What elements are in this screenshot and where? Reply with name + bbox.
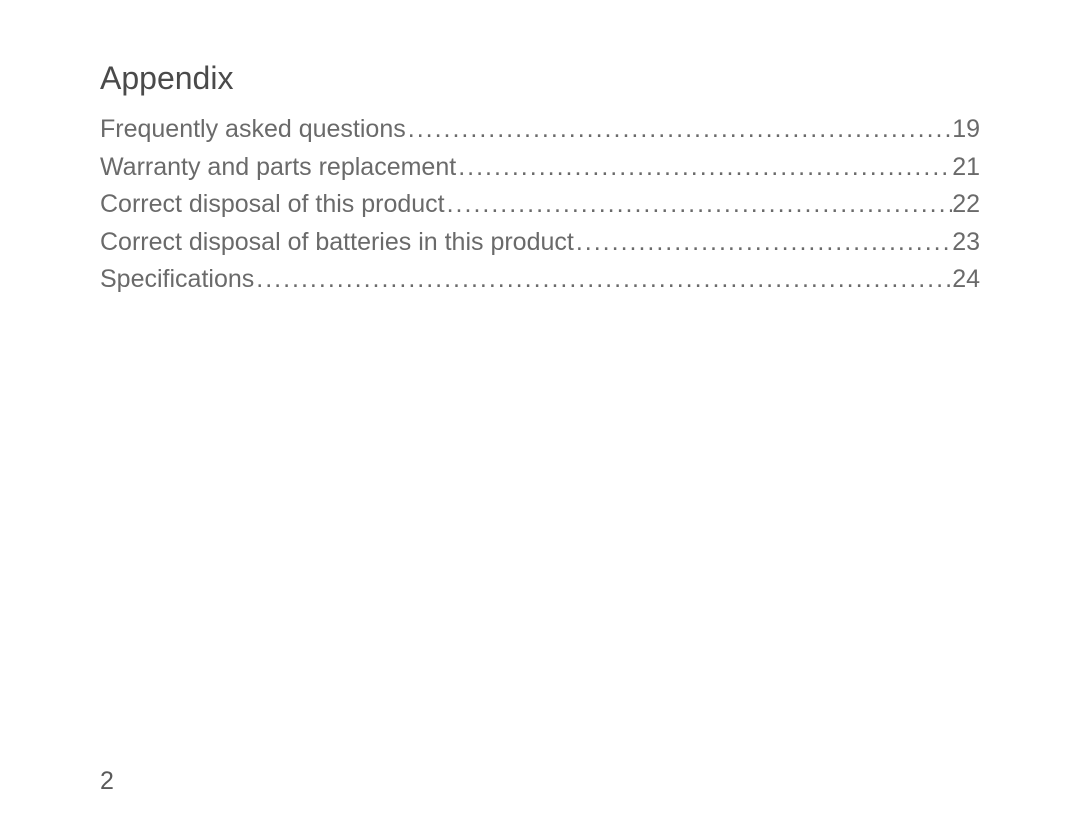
toc-page-number: 21 [952,149,980,187]
toc-label: Specifications [100,261,254,299]
toc-leader-dots: ........................................… [406,111,952,149]
toc-row: Correct disposal of batteries in this pr… [100,224,980,262]
page-number: 2 [100,767,114,796]
toc-leader-dots: ........................................… [445,186,953,224]
appendix-toc: Frequently asked questions .............… [100,111,980,299]
toc-page-number: 19 [952,111,980,149]
toc-leader-dots: ........................................… [254,261,952,299]
toc-page-number: 24 [952,261,980,299]
appendix-title: Appendix [100,60,980,97]
toc-page-number: 23 [952,224,980,262]
toc-label: Correct disposal of this product [100,186,445,224]
toc-label: Frequently asked questions [100,111,406,149]
toc-row: Correct disposal of this product .......… [100,186,980,224]
toc-leader-dots: ........................................… [456,149,952,187]
toc-row: Frequently asked questions .............… [100,111,980,149]
toc-label: Correct disposal of batteries in this pr… [100,224,574,262]
toc-label: Warranty and parts replacement [100,149,456,187]
toc-page-number: 22 [952,186,980,224]
document-page: Appendix Frequently asked questions ....… [0,0,1080,840]
toc-leader-dots: ........................................… [574,224,952,262]
toc-row: Specifications .........................… [100,261,980,299]
toc-row: Warranty and parts replacement .........… [100,149,980,187]
